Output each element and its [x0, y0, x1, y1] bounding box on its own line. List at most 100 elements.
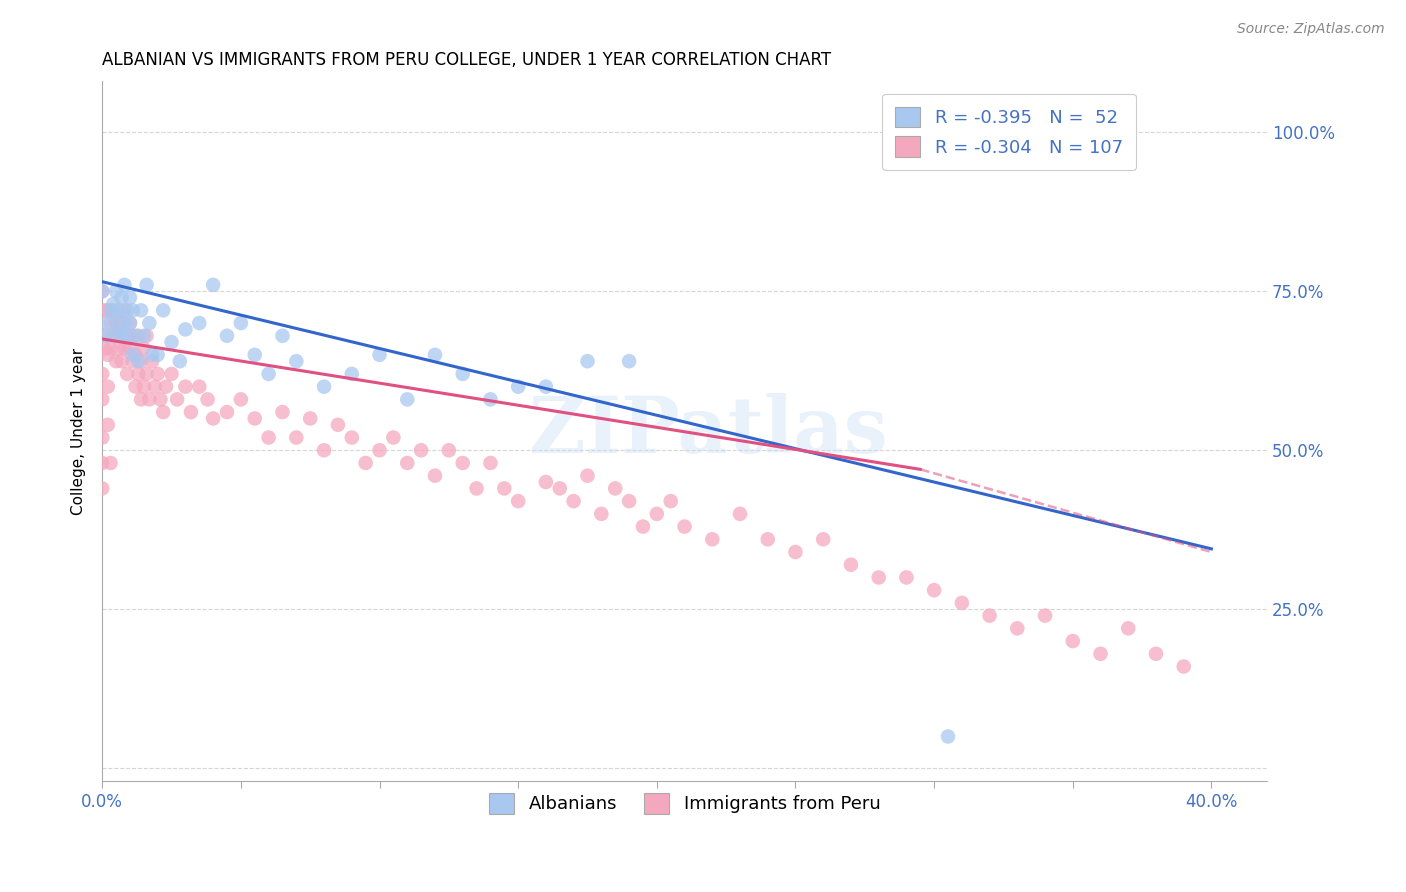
Point: [103, 303, 125, 318]
Point: [508, 494, 530, 508]
Point: [174, 322, 197, 336]
Point: [562, 494, 585, 508]
Point: [180, 405, 202, 419]
Point: [103, 297, 125, 311]
Point: [111, 354, 134, 368]
Text: Source: ZipAtlas.com: Source: ZipAtlas.com: [1237, 22, 1385, 37]
Point: [152, 303, 174, 318]
Point: [127, 354, 149, 368]
Point: [340, 431, 363, 445]
Point: [354, 456, 377, 470]
Point: [576, 354, 599, 368]
Point: [659, 494, 682, 508]
Point: [299, 411, 322, 425]
Point: [97, 417, 120, 432]
Point: [111, 291, 134, 305]
Point: [103, 328, 125, 343]
Point: [271, 405, 294, 419]
Point: [94, 342, 117, 356]
Point: [673, 519, 696, 533]
Point: [979, 608, 1001, 623]
Point: [118, 291, 141, 305]
Point: [437, 443, 460, 458]
Point: [155, 379, 177, 393]
Point: [138, 316, 160, 330]
Point: [1116, 621, 1139, 635]
Point: [285, 431, 308, 445]
Point: [108, 328, 131, 343]
Point: [129, 354, 152, 368]
Point: [121, 348, 143, 362]
Y-axis label: College, Under 1 year: College, Under 1 year: [72, 348, 86, 515]
Point: [103, 328, 125, 343]
Point: [100, 342, 122, 356]
Point: [100, 303, 122, 318]
Point: [141, 354, 163, 368]
Point: [271, 328, 294, 343]
Point: [115, 367, 138, 381]
Point: [118, 342, 141, 356]
Point: [108, 303, 131, 318]
Point: [1033, 608, 1056, 623]
Point: [105, 310, 128, 324]
Point: [451, 456, 474, 470]
Point: [202, 277, 225, 292]
Point: [127, 367, 149, 381]
Point: [118, 316, 141, 330]
Point: [91, 482, 114, 496]
Point: [785, 545, 807, 559]
Point: [91, 392, 114, 407]
Point: [243, 348, 266, 362]
Point: [115, 328, 138, 343]
Point: [197, 392, 219, 407]
Point: [811, 533, 834, 547]
Point: [111, 328, 134, 343]
Point: [105, 354, 128, 368]
Point: [121, 354, 143, 368]
Point: [229, 316, 252, 330]
Point: [423, 468, 446, 483]
Point: [124, 328, 146, 343]
Point: [340, 367, 363, 381]
Point: [118, 316, 141, 330]
Point: [508, 379, 530, 393]
Point: [591, 507, 613, 521]
Point: [97, 303, 120, 318]
Point: [936, 730, 959, 744]
Point: [94, 328, 117, 343]
Point: [97, 316, 120, 330]
Point: [124, 348, 146, 362]
Point: [368, 443, 391, 458]
Point: [202, 411, 225, 425]
Point: [111, 316, 134, 330]
Point: [141, 348, 163, 362]
Point: [129, 303, 152, 318]
Point: [112, 342, 135, 356]
Point: [229, 392, 252, 407]
Point: [1144, 647, 1167, 661]
Point: [124, 379, 146, 393]
Point: [91, 285, 114, 299]
Point: [368, 348, 391, 362]
Point: [112, 316, 135, 330]
Point: [132, 379, 155, 393]
Point: [138, 392, 160, 407]
Point: [97, 348, 120, 362]
Point: [312, 443, 335, 458]
Point: [112, 303, 135, 318]
Point: [149, 392, 172, 407]
Point: [91, 456, 114, 470]
Point: [494, 482, 516, 496]
Point: [950, 596, 973, 610]
Point: [169, 354, 191, 368]
Point: [160, 367, 183, 381]
Point: [121, 328, 143, 343]
Point: [115, 303, 138, 318]
Point: [839, 558, 862, 572]
Point: [617, 354, 640, 368]
Point: [91, 367, 114, 381]
Text: ALBANIAN VS IMMIGRANTS FROM PERU COLLEGE, UNDER 1 YEAR CORRELATION CHART: ALBANIAN VS IMMIGRANTS FROM PERU COLLEGE…: [103, 51, 831, 69]
Point: [922, 583, 945, 598]
Point: [143, 379, 166, 393]
Point: [115, 328, 138, 343]
